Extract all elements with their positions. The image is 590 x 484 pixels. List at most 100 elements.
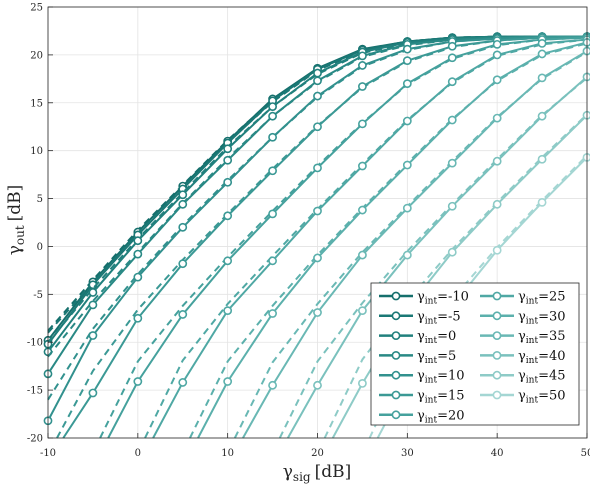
x-tick-label: 30	[401, 448, 414, 459]
legend-swatch-marker	[492, 370, 502, 380]
data-point	[88, 288, 98, 297]
legend-label: γint=30	[518, 309, 566, 326]
legend-item: γint=30	[480, 309, 566, 326]
data-point	[358, 61, 367, 70]
data-point	[268, 209, 277, 219]
data-point	[402, 203, 412, 213]
data-point	[268, 380, 277, 390]
series-9	[233, 46, 590, 439]
legend-subscript: int	[425, 415, 438, 425]
data-point	[537, 197, 547, 207]
data-point	[358, 161, 367, 171]
data-point	[223, 144, 233, 154]
data-point	[88, 331, 98, 340]
data-point	[402, 79, 412, 89]
data-point	[492, 113, 502, 123]
data-point	[402, 44, 412, 54]
legend-subscript: int	[526, 297, 539, 307]
legend-item: γint=20	[379, 408, 465, 425]
legend-label: γint=45	[518, 369, 566, 386]
legend-symbol: γ	[518, 329, 526, 344]
series-8	[189, 38, 590, 439]
data-point	[88, 300, 98, 310]
legend-symbol: γ	[417, 329, 425, 344]
data-point	[358, 379, 367, 388]
data-point	[313, 68, 322, 78]
legend-value: =-10	[437, 290, 469, 305]
x-tick-label: 50	[581, 448, 590, 459]
data-point	[537, 73, 547, 83]
data-point	[447, 115, 457, 125]
data-point	[223, 177, 233, 187]
legend-item: γint=0	[379, 329, 456, 346]
legend-swatch-marker	[391, 311, 401, 321]
data-point	[358, 205, 367, 215]
data-point	[313, 76, 322, 86]
data-point	[402, 56, 412, 66]
legend-subscript: int	[425, 396, 438, 406]
legend-label: γint=50	[518, 389, 566, 406]
x-tick-label: 40	[491, 448, 504, 459]
legend-symbol: γ	[417, 309, 425, 324]
legend-label: γint=20	[417, 408, 465, 425]
legend-box	[370, 282, 580, 426]
data-point	[223, 306, 233, 316]
series-line	[197, 41, 588, 439]
legend-symbol: γ	[417, 290, 425, 305]
data-point	[268, 132, 277, 142]
series-7	[144, 35, 590, 439]
legend-swatch-marker	[391, 350, 401, 360]
legend-label: γint=40	[518, 349, 566, 366]
legend-subscript: int	[526, 356, 539, 366]
y-tick-label: 20	[30, 50, 43, 61]
data-point	[268, 166, 277, 176]
data-point	[313, 380, 322, 390]
y-axis-symbol: γ	[5, 245, 25, 255]
data-point	[178, 310, 188, 319]
legend-swatch-marker	[391, 410, 401, 420]
data-point	[492, 50, 502, 60]
data-point	[402, 250, 412, 260]
legend-symbol: γ	[518, 369, 526, 384]
series-dashed-line	[189, 42, 588, 439]
legend-item: γint=35	[480, 329, 566, 346]
data-point	[492, 75, 502, 85]
x-axis-subscript: sig	[293, 470, 311, 484]
y-tick-label: 5	[37, 194, 43, 205]
legend-subscript: int	[425, 376, 438, 386]
y-tick-label: -15	[27, 386, 43, 397]
data-point	[447, 201, 457, 211]
y-tick-label: 25	[30, 3, 43, 14]
data-point	[178, 259, 188, 269]
legend-value: =5	[437, 349, 456, 364]
legend-subscript: int	[526, 316, 539, 326]
data-point	[447, 53, 457, 63]
data-point	[358, 82, 367, 91]
legend-swatch-marker	[391, 390, 401, 400]
data-point	[178, 378, 188, 387]
legend-subscript: int	[425, 356, 438, 366]
y-axis-label: γout [dB]	[5, 185, 27, 256]
data-point	[268, 256, 277, 266]
legend-swatch-marker	[391, 331, 401, 340]
legend-swatch-marker	[492, 350, 502, 360]
legend-label: γint=-10	[417, 290, 469, 307]
legend-value: =35	[538, 329, 565, 344]
legend-label: γint=25	[518, 290, 566, 307]
data-point	[223, 155, 233, 165]
legend-symbol: γ	[417, 408, 425, 423]
legend-value: =10	[437, 369, 464, 384]
data-point	[268, 102, 277, 112]
data-point	[313, 206, 322, 216]
legend-swatch-marker	[492, 331, 502, 340]
legend-label: γint=10	[417, 369, 465, 386]
data-point	[223, 377, 233, 386]
legend-symbol: γ	[518, 349, 526, 364]
data-point	[133, 249, 143, 259]
legend-symbol: γ	[518, 309, 526, 324]
legend-label: γint=15	[417, 389, 465, 406]
x-axis-label: γsig [dB]	[283, 462, 352, 484]
legend-label: γint=5	[417, 349, 456, 366]
legend-symbol: γ	[417, 349, 425, 364]
data-point	[133, 313, 143, 323]
